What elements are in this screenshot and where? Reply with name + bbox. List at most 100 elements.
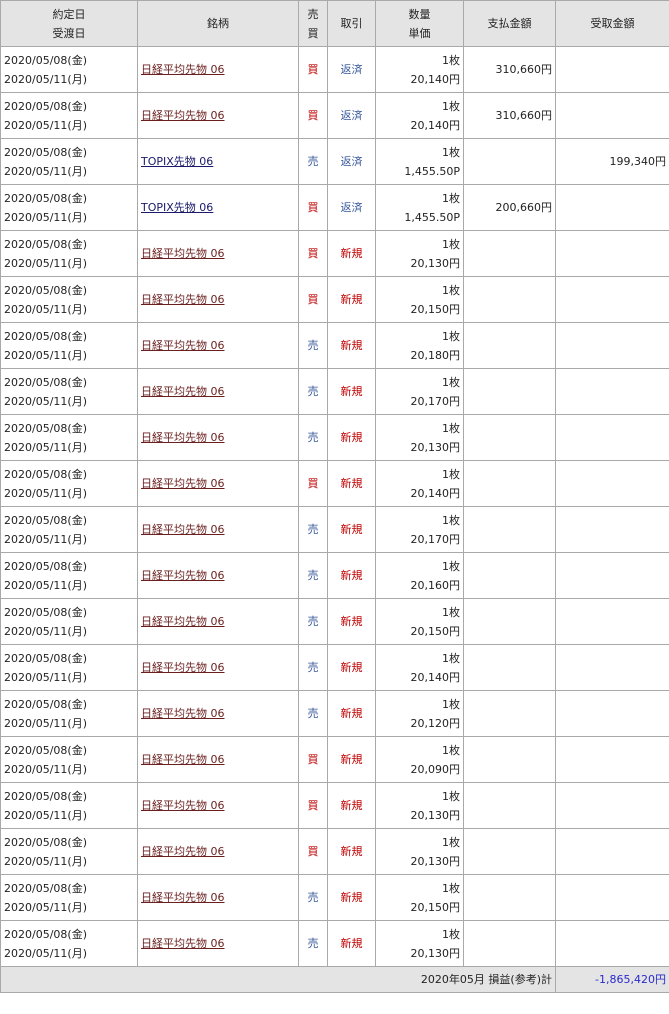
header-type: 取引 [327,0,376,47]
instrument-link[interactable]: 日経平均先物 06 [141,799,225,812]
instrument-link[interactable]: 日経平均先物 06 [141,845,225,858]
quantity: 1枚 [442,789,460,803]
header-pay: 支払金額 [463,0,556,47]
trade-date: 2020/05/08(金) [4,927,87,941]
qty-price-cell: 1枚 20,130円 [375,828,464,875]
instrument-link[interactable]: 日経平均先物 06 [141,615,225,628]
pay-cell: 310,660円 [463,92,556,139]
instrument-link[interactable]: 日経平均先物 06 [141,661,225,674]
instrument-link[interactable]: TOPIX先物 06 [141,201,214,214]
table-row: 2020/05/08(金) 2020/05/11(月) 日経平均先物 06 売新規 1枚… [0,690,669,737]
trade-date: 2020/05/08(金) [4,53,87,67]
trade-type-cell: 新規 [327,460,376,507]
side-cell: 買 [298,460,328,507]
header-row: 約定日 受渡日 銘柄 売買 取引 数量 単価 支払金額 受取金額 [0,0,669,47]
side-cell: 買 [298,230,328,277]
pay-cell [463,414,556,461]
settlement-date: 2020/05/11(月) [4,440,87,454]
settlement-date: 2020/05/11(月) [4,118,87,132]
settlement-date: 2020/05/11(月) [4,486,87,500]
trade-date: 2020/05/08(金) [4,145,87,159]
qty-price-cell: 1枚 20,180円 [375,322,464,369]
table-row: 2020/05/08(金) 2020/05/11(月) 日経平均先物 06 売新規 1枚… [0,644,669,691]
trade-type-cell: 新規 [327,552,376,599]
quantity: 1枚 [442,99,460,113]
instrument-link[interactable]: 日経平均先物 06 [141,753,225,766]
qty-price-cell: 1枚 1,455.50P [375,184,464,231]
quantity: 1枚 [442,651,460,665]
side-cell: 売 [298,920,328,967]
settlement-date: 2020/05/11(月) [4,762,87,776]
trade-history-table: 約定日 受渡日 銘柄 売買 取引 数量 単価 支払金額 受取金額 2020/05/0… [0,0,669,993]
dates-cell: 2020/05/08(金) 2020/05/11(月) [0,414,138,461]
trade-date: 2020/05/08(金) [4,467,87,481]
dates-cell: 2020/05/08(金) 2020/05/11(月) [0,138,138,185]
header-qty-price: 数量 単価 [375,0,464,47]
trade-type-cell: 返済 [327,46,376,93]
dates-cell: 2020/05/08(金) 2020/05/11(月) [0,828,138,875]
settlement-date: 2020/05/11(月) [4,348,87,362]
trade-date: 2020/05/08(金) [4,375,87,389]
table-row: 2020/05/08(金) 2020/05/11(月) 日経平均先物 06 買返済 1枚… [0,92,669,139]
table-row: 2020/05/08(金) 2020/05/11(月) 日経平均先物 06 買新規 1枚… [0,230,669,277]
instrument-link[interactable]: 日経平均先物 06 [141,707,225,720]
qty-price-cell: 1枚 1,455.50P [375,138,464,185]
unit-price: 20,130円 [410,808,461,822]
unit-price: 20,130円 [410,440,461,454]
table-row: 2020/05/08(金) 2020/05/11(月) 日経平均先物 06 買新規 1枚… [0,460,669,507]
qty-price-cell: 1枚 20,170円 [375,506,464,553]
settlement-date: 2020/05/11(月) [4,302,87,316]
instrument-link[interactable]: 日経平均先物 06 [141,293,225,306]
table-row: 2020/05/08(金) 2020/05/11(月) 日経平均先物 06 売新規 1枚… [0,368,669,415]
unit-price: 1,455.50P [404,210,460,224]
qty-price-cell: 1枚 20,150円 [375,276,464,323]
pay-cell [463,368,556,415]
table-row: 2020/05/08(金) 2020/05/11(月) 日経平均先物 06 売新規 1枚… [0,552,669,599]
instrument-link[interactable]: 日経平均先物 06 [141,109,225,122]
side-cell: 買 [298,782,328,829]
dates-cell: 2020/05/08(金) 2020/05/11(月) [0,874,138,921]
instrument-link[interactable]: 日経平均先物 06 [141,63,225,76]
instrument-link[interactable]: 日経平均先物 06 [141,569,225,582]
instrument-link[interactable]: 日経平均先物 06 [141,431,225,444]
instrument-link[interactable]: 日経平均先物 06 [141,385,225,398]
instrument-link[interactable]: 日経平均先物 06 [141,339,225,352]
table-row: 2020/05/08(金) 2020/05/11(月) TOPIX先物 06 売返済 1… [0,138,669,185]
side-cell: 売 [298,414,328,461]
instrument-link[interactable]: 日経平均先物 06 [141,523,225,536]
instrument-link[interactable]: 日経平均先物 06 [141,937,225,950]
table-row: 2020/05/08(金) 2020/05/11(月) 日経平均先物 06 買新規 1枚… [0,828,669,875]
quantity: 1枚 [442,283,460,297]
footer-row: 2020年05月 損益(参考)計 -1,865,420円 [0,966,669,993]
trade-date: 2020/05/08(金) [4,191,87,205]
instrument-link[interactable]: 日経平均先物 06 [141,891,225,904]
dates-cell: 2020/05/08(金) 2020/05/11(月) [0,92,138,139]
unit-price: 20,180円 [410,348,461,362]
unit-price: 20,090円 [410,762,461,776]
dates-cell: 2020/05/08(金) 2020/05/11(月) [0,184,138,231]
side-cell: 買 [298,736,328,783]
qty-price-cell: 1枚 20,130円 [375,782,464,829]
dates-cell: 2020/05/08(金) 2020/05/11(月) [0,460,138,507]
side-cell: 売 [298,874,328,921]
pay-cell [463,552,556,599]
unit-price: 20,140円 [410,72,461,86]
unit-price: 20,140円 [410,486,461,500]
unit-price: 20,140円 [410,670,461,684]
instrument-link[interactable]: 日経平均先物 06 [141,247,225,260]
instrument-link[interactable]: TOPIX先物 06 [141,155,214,168]
trade-date: 2020/05/08(金) [4,283,87,297]
trade-type-cell: 返済 [327,138,376,185]
table-row: 2020/05/08(金) 2020/05/11(月) 日経平均先物 06 買新規 1枚… [0,276,669,323]
side-cell: 売 [298,322,328,369]
dates-cell: 2020/05/08(金) 2020/05/11(月) [0,552,138,599]
instrument-link[interactable]: 日経平均先物 06 [141,477,225,490]
dates-cell: 2020/05/08(金) 2020/05/11(月) [0,506,138,553]
qty-price-cell: 1枚 20,140円 [375,46,464,93]
side-cell: 買 [298,92,328,139]
recv-cell [555,460,669,507]
unit-price: 20,130円 [410,946,461,960]
recv-cell [555,276,669,323]
qty-price-cell: 1枚 20,150円 [375,874,464,921]
pay-cell [463,874,556,921]
